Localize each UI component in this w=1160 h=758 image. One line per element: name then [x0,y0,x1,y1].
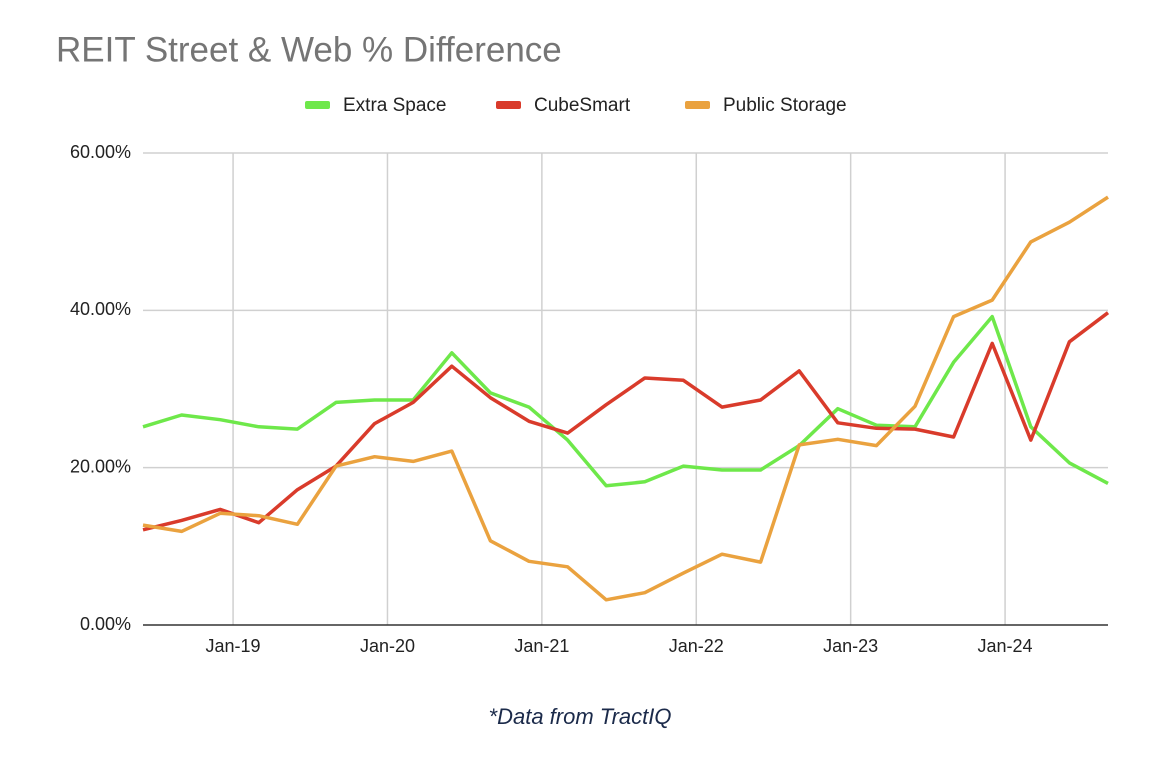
x-tick-label: Jan-19 [206,636,261,656]
legend-label: Extra Space [343,95,447,116]
x-tick-label: Jan-21 [514,636,569,656]
legend-swatch [305,101,330,109]
x-tick-label: Jan-20 [360,636,415,656]
series-line [142,314,1109,488]
y-tick-label: 60.00% [70,142,131,162]
y-tick-label: 20.00% [70,456,131,476]
series-line [142,195,1109,602]
x-tick-label: Jan-24 [978,636,1033,656]
legend-label: CubeSmart [534,95,631,116]
legend-label: Public Storage [723,95,847,116]
y-tick-label: 0.00% [80,614,131,634]
legend-swatch [685,101,710,109]
x-tick-label: Jan-22 [669,636,724,656]
x-tick-label: Jan-23 [823,636,878,656]
legend-swatch [496,101,521,109]
series-line [142,311,1110,532]
source-note: *Data from TractIQ [489,704,672,729]
chart-title: REIT Street & Web % Difference [56,30,562,69]
y-tick-label: 40.00% [70,299,131,319]
